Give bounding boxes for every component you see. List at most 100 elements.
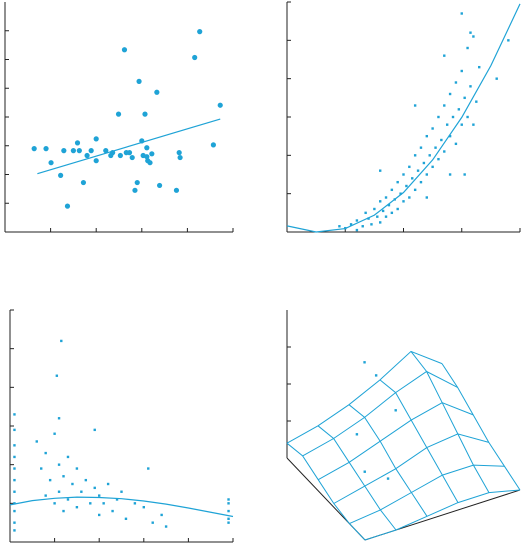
point (454, 142, 458, 146)
point (448, 134, 452, 138)
point (419, 180, 423, 184)
point (227, 521, 230, 524)
point (478, 65, 481, 69)
point (142, 111, 148, 117)
point (93, 158, 99, 164)
point (53, 502, 56, 505)
point (355, 228, 359, 232)
point (425, 134, 428, 138)
point (413, 104, 417, 107)
point (379, 221, 382, 224)
point (43, 146, 49, 152)
point (115, 111, 122, 117)
fit-line (37, 118, 221, 175)
point (164, 525, 168, 528)
point (437, 157, 440, 161)
point (349, 223, 353, 226)
fit-line (9, 496, 234, 518)
point (53, 432, 56, 435)
point (408, 165, 411, 169)
point (117, 152, 123, 159)
point (466, 46, 469, 50)
point (338, 225, 341, 228)
point (495, 77, 498, 80)
point (176, 150, 182, 156)
point (44, 451, 47, 455)
point (386, 477, 390, 480)
point (374, 374, 378, 377)
point (448, 173, 452, 176)
point (13, 502, 16, 505)
point (66, 455, 70, 459)
point (443, 104, 446, 107)
point (13, 529, 16, 532)
point (93, 136, 99, 142)
point (384, 215, 388, 218)
point (370, 223, 373, 226)
point (48, 478, 52, 482)
point (396, 207, 399, 211)
point (61, 148, 67, 154)
point (160, 513, 163, 517)
point (507, 39, 510, 42)
surface-line (364, 489, 521, 541)
point (57, 490, 61, 493)
point (173, 187, 180, 193)
surface-line (410, 351, 490, 493)
point (443, 150, 446, 153)
point (76, 148, 82, 154)
point (177, 154, 183, 161)
point (463, 173, 466, 176)
surface-line (441, 363, 521, 491)
surface-line (333, 433, 489, 504)
point (445, 123, 449, 126)
point (98, 513, 101, 517)
point (144, 154, 150, 160)
point (80, 490, 83, 493)
point (136, 78, 142, 84)
point (364, 211, 367, 215)
point (35, 440, 38, 443)
point (121, 47, 128, 53)
point (437, 115, 440, 119)
point (460, 123, 463, 126)
point (144, 145, 150, 151)
point (373, 207, 376, 211)
point (192, 54, 198, 61)
point (434, 146, 437, 149)
point (399, 192, 402, 195)
point (472, 123, 475, 126)
point (390, 211, 394, 215)
surface-line (349, 464, 505, 525)
point (80, 179, 87, 186)
point (425, 173, 428, 176)
point (120, 490, 123, 493)
point (115, 498, 119, 501)
point (394, 409, 397, 412)
point (210, 142, 216, 148)
point (396, 180, 399, 184)
point (93, 486, 96, 490)
point (422, 161, 426, 165)
surface-line (317, 402, 474, 481)
point (62, 509, 65, 513)
point (428, 154, 431, 157)
point (227, 498, 230, 501)
point (227, 502, 230, 505)
point (413, 188, 417, 192)
point (469, 31, 472, 34)
point (416, 169, 420, 172)
point (376, 215, 379, 218)
point (89, 502, 92, 505)
point (151, 521, 154, 524)
point (142, 506, 145, 509)
point (102, 502, 105, 505)
point (70, 148, 76, 154)
point (413, 154, 417, 157)
point (463, 96, 466, 100)
point (134, 179, 140, 186)
point (13, 413, 16, 416)
point (129, 154, 135, 161)
point (381, 209, 385, 213)
point (13, 509, 16, 513)
